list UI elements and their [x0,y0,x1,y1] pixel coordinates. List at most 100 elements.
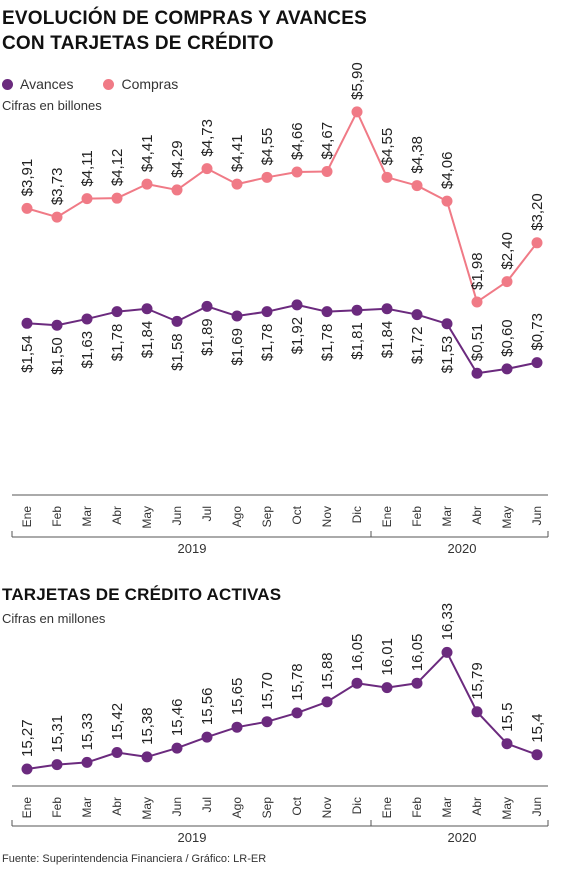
avances-data-label: $1,69 [229,328,246,366]
cards-data-label: 16,05 [409,634,426,672]
cards-point [231,721,243,733]
avances-point [111,306,123,318]
cards-point [141,751,153,763]
compras-data-label: $3,91 [19,159,36,197]
cards-point [531,749,543,761]
chart1-tick-label: Ene [20,506,34,528]
chart1-title-line2: CON TARJETAS DE CRÉDITO [2,33,274,54]
avances-point [291,299,303,311]
cards-data-label: 15,70 [259,672,276,710]
cards-point [471,706,483,718]
cards-data-label: 15,65 [229,678,246,716]
chart2-tick-label: Jul [200,797,214,812]
avances-point [411,309,423,321]
chart1-tick-label: May [500,506,514,529]
compras-point [261,171,273,183]
chart2-tick-label: Mar [440,797,454,818]
compras-point [201,163,213,175]
chart1-tick-label: Oct [290,505,304,524]
chart2-tick-label: Nov [320,797,334,818]
avances-data-label: $1,84 [379,321,396,359]
avances-data-label: $1,50 [49,337,66,375]
compras-point [351,106,363,118]
avances-data-label: $1,78 [319,324,336,362]
cards-data-label: 16,33 [439,603,456,641]
avances-point [81,313,93,325]
cards-point [171,742,183,754]
cards-point [501,738,513,750]
cards-data-label: 16,01 [379,638,396,676]
avances-point [171,315,183,327]
avances-data-label: $1,54 [19,335,36,373]
chart1-tick-label: Ene [380,506,394,528]
avances-point [261,306,273,318]
chart2-tick-label: Ene [380,797,394,819]
cards-data-label: 15,88 [319,652,336,690]
cards-point [381,682,393,694]
compras-data-label: $4,41 [229,135,246,173]
compras-point [471,296,483,308]
cards-data-label: 16,05 [349,634,366,672]
avances-point [501,363,513,375]
compras-point [81,193,93,205]
compras-data-label: $3,73 [49,168,66,206]
chart2-tick-label: Ene [20,797,34,819]
cards-point [411,677,423,689]
compras-data-label: $3,20 [529,193,546,231]
avances-point [51,319,63,331]
avances-data-label: $1,72 [409,327,426,365]
avances-point [231,310,243,322]
compras-point [381,171,393,183]
compras-data-label: $4,29 [169,140,186,178]
compras-point [501,276,513,288]
chart2-tick-label: May [500,797,514,820]
chart2-subtitle: Cifras en millones [2,611,106,626]
avances-point [201,300,213,312]
cards-point [111,747,123,758]
chart1-title-line1: EVOLUCIÓN DE COMPRAS Y AVANCES [2,8,367,29]
compras-data-label: $4,73 [199,119,216,157]
compras-data-label: $4,55 [259,128,276,166]
cards-point [261,716,273,728]
cards-data-label: 15,79 [469,662,486,700]
avances-line [26,303,538,375]
chart1-tick-label: Mar [80,506,94,527]
cards-data-label: 15,27 [19,719,36,757]
compras-data-label: $4,06 [439,152,456,190]
avances-point [21,317,33,329]
avances-point [381,303,393,315]
chart2-tick-label: Abr [470,797,484,816]
chart1-tick-label: May [140,506,154,529]
chart2-tick-label: Sep [260,797,274,819]
chart1-tick-label: Jun [170,506,184,525]
chart1-tick-label: Feb [50,506,64,527]
chart1-tick-label: Nov [320,506,334,527]
chart1-tick-label: Feb [410,506,424,527]
avances-data-label: $0,73 [529,313,546,351]
chart2-title: TARJETAS DE CRÉDITO ACTIVAS [2,585,282,604]
chart2-tick-label: Mar [80,797,94,818]
compras-data-label: $4,55 [379,128,396,166]
chart2-tick-label: Dic [350,797,364,814]
cards-data-label: 15,78 [289,663,306,701]
compras-data-label: $4,38 [409,136,426,174]
chart1-subtitle: Cifras en billones [2,98,102,113]
chart1-tick-label: Mar [440,506,454,527]
avances-point [531,357,543,369]
chart2-tick-label: Abr [110,797,124,816]
compras-point [111,192,123,204]
legend-compras-label: Compras [121,76,179,92]
avances-point [471,367,483,379]
compras-data-label: $4,66 [289,122,306,160]
legend-item-compras: Compras [103,76,178,92]
compras-point [231,178,243,190]
chart2-tick-label: Jun [530,797,544,816]
avances-data-label: $1,92 [289,317,306,355]
chart2-year-label: 2020 [448,830,477,845]
cards-data-label: 15,33 [79,713,96,751]
cards-data-label: 15,42 [109,703,126,741]
compras-data-label: $5,90 [349,62,366,100]
avances-point [321,306,333,318]
compras-point [291,166,303,178]
compras-point [411,180,423,192]
